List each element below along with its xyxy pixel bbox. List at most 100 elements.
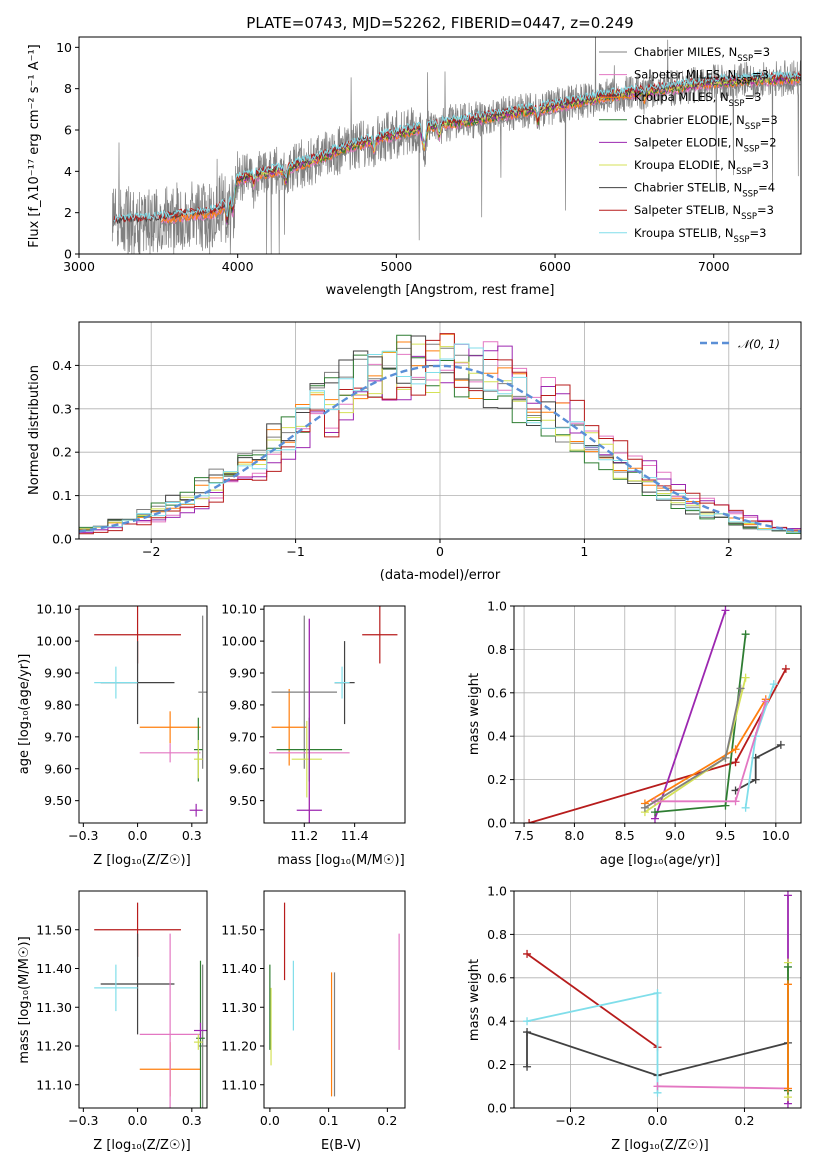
legend-count: =3	[753, 45, 770, 59]
legend-subscript: SSP	[736, 77, 752, 87]
y-tick-label: 0.1	[52, 488, 72, 503]
errorbar-point	[193, 1034, 203, 1050]
weight-age-ylabel: mass weight	[467, 673, 482, 755]
weight-marker	[761, 697, 770, 706]
weight-marker	[523, 949, 532, 958]
errorbar-point	[193, 1022, 207, 1039]
weight-marker	[783, 980, 792, 989]
weight-marker	[741, 630, 750, 639]
residual-xlabel: (data-model)/error	[380, 568, 501, 583]
legend-count: =3	[752, 68, 769, 82]
plot-frame	[78, 890, 208, 1109]
weight-marker	[736, 684, 745, 693]
errorbar-point	[94, 964, 138, 1012]
residual-histogram-6	[79, 343, 801, 535]
y-tick-label: 10	[56, 40, 72, 55]
residual-histogram-4	[79, 334, 801, 535]
x-tick-label: 9.5	[716, 828, 736, 843]
legend-subscript: SSP	[745, 122, 761, 132]
residual-histogram-8	[79, 333, 801, 535]
y-tick-label: 0.4	[487, 729, 507, 744]
normal-curve	[79, 364, 801, 533]
y-tick-label: 9.90	[229, 666, 257, 681]
x-tick-label: 11.2	[290, 828, 318, 843]
weight-age-panel: age [log₁₀(age/yr)] mass weight 7.5 8.0 8.…	[467, 599, 802, 868]
y-tick-label: 11.20	[36, 1039, 72, 1054]
y-tick-label: 0	[64, 247, 72, 262]
weight-line	[526, 1030, 789, 1077]
plot-frame	[263, 605, 406, 824]
x-tick-label: 0.0	[260, 1113, 280, 1128]
plot-area	[94, 606, 207, 817]
plot-area	[79, 322, 801, 539]
plot-frame	[513, 605, 802, 824]
weight-line	[526, 953, 659, 1048]
weight-line	[744, 683, 775, 808]
y-tick-label: 0.8	[487, 642, 507, 657]
weight-marker	[653, 1082, 662, 1091]
weight-marker	[653, 988, 662, 997]
errorbar-point	[100, 933, 175, 1035]
x-tick-label: 2	[725, 544, 733, 559]
y-tick-label: 0.2	[52, 445, 72, 460]
y-tick-label: 10.00	[221, 634, 257, 649]
legend-count: =3	[744, 90, 761, 104]
weight-series	[523, 988, 662, 1097]
y-tick-label: 11.30	[36, 1000, 72, 1015]
errorbar-point	[198, 615, 207, 769]
x-tick-label: 0.2	[377, 1113, 397, 1128]
y-tick-label: 0.0	[487, 1101, 507, 1116]
errorbar-point	[198, 964, 207, 1108]
y-tick-label: 9.80	[44, 697, 72, 712]
mass-ebv-panel: E(B-V) 0.0 0.1 0.2 11.10 11.20 11.30 11.40 11.5…	[221, 890, 406, 1153]
spectrum-panel: PLATE=0743, MJD=52262, FIBERID=0447, z=0…	[27, 14, 802, 298]
weight-series	[650, 606, 730, 823]
x-tick-label: 0.1	[319, 1113, 339, 1128]
x-tick-label: 0.3	[182, 828, 202, 843]
y-tick-label: 11.50	[36, 922, 72, 937]
weight-marker	[783, 891, 792, 900]
model-spectrum-9	[113, 70, 801, 223]
y-tick-label: 10.10	[36, 602, 72, 617]
weight-line	[654, 634, 747, 813]
legend-entry: Chabrier STELIB, NSSP=4	[634, 181, 775, 200]
model-spectrum-6	[224, 73, 801, 220]
y-tick-label: 11.50	[221, 922, 257, 937]
y-tick-label: 4	[64, 164, 72, 179]
weight-series	[650, 630, 750, 817]
y-tick-label: 9.50	[229, 793, 257, 808]
legend-count: =2	[760, 135, 777, 149]
errorbar-point	[271, 688, 307, 766]
weight-marker	[721, 753, 730, 762]
x-tick-label: 0	[436, 544, 444, 559]
plot-frame	[513, 890, 802, 1109]
weight-marker	[731, 758, 740, 767]
legend-entry: Chabrier MILES, NSSP=3	[634, 45, 770, 64]
x-tick-label: 11.4	[341, 828, 369, 843]
weight-marker	[525, 819, 534, 823]
age-z-xlabel: Z [log₁₀(Z/Z☉)]	[93, 853, 190, 868]
errorbar-point	[139, 933, 201, 1108]
weight-marker	[650, 808, 659, 817]
weight-marker	[721, 606, 730, 615]
y-tick-label: 8	[64, 81, 72, 96]
y-tick-label: 11.10	[221, 1077, 257, 1092]
weight-marker	[783, 962, 792, 971]
legend-entry: Salpeter STELIB, NSSP=3	[634, 203, 774, 222]
x-tick-label: 6000	[539, 259, 571, 274]
y-tick-label: 9.70	[229, 729, 257, 744]
mass-ebv-xlabel: E(B-V)	[321, 1138, 361, 1153]
y-tick-label: 9.60	[44, 761, 72, 776]
weight-series	[640, 684, 745, 812]
weight-z-panel: Z [log₁₀(Z/Z☉)] mass weight −0.2 0.0 0.2 0.…	[467, 884, 802, 1153]
plot-area	[111, 37, 801, 254]
y-tick-label: 0.2	[487, 1057, 507, 1072]
weight-z-ylabel: mass weight	[467, 959, 482, 1041]
weight-marker	[640, 803, 649, 812]
x-tick-label: 5000	[380, 259, 412, 274]
x-tick-label: −2	[142, 544, 160, 559]
legend-subscript: SSP	[744, 144, 760, 154]
x-tick-label: 7.5	[514, 828, 534, 843]
x-tick-label: 0.0	[648, 1113, 668, 1128]
y-tick-label: 11.20	[221, 1039, 257, 1054]
